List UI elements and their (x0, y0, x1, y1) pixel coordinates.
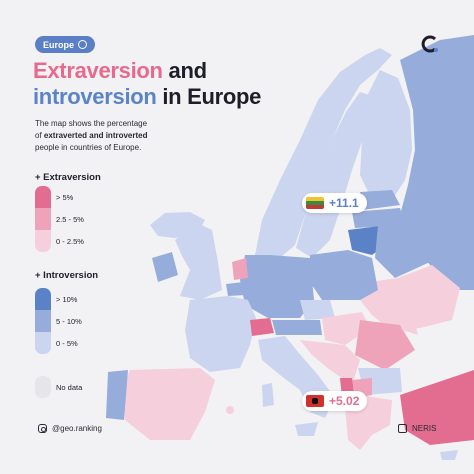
legend-swatch-ext-low (35, 230, 51, 252)
legend-label-no-data: No data (56, 383, 83, 392)
logo-icon (420, 34, 440, 54)
spain (122, 368, 215, 440)
legend-swatch-ext-mid (35, 208, 51, 230)
czechia (300, 300, 335, 320)
globe-icon (78, 40, 88, 49)
legend-swatch-int-low (35, 332, 51, 354)
legend-extraversion (35, 186, 51, 252)
poland (310, 250, 378, 300)
description-line1: The map shows the percentage (35, 119, 148, 128)
austria (272, 320, 322, 335)
footer-handle: @geo.ranking (38, 424, 102, 433)
ireland (152, 252, 178, 282)
turkey (400, 370, 474, 445)
description: The map shows the percentage of extraver… (35, 118, 195, 154)
description-line2b: extraverted and introverted (43, 131, 148, 140)
title-extraversion: Extraversion (33, 58, 163, 83)
cyprus (440, 450, 458, 460)
legend-label-ext-mid: 2.5 - 5% (56, 215, 84, 224)
legend-label-ext-high: > 5% (56, 193, 74, 202)
footer-brand: NERIS (398, 424, 436, 433)
sweden (296, 92, 372, 258)
hungary (322, 312, 370, 345)
sardinia (262, 383, 274, 407)
neris-logo-icon (398, 424, 407, 433)
belarus (375, 225, 430, 278)
russia (400, 35, 474, 290)
region-tag-label: Europe (43, 39, 75, 50)
balkans (300, 340, 360, 385)
legend-no-data (35, 376, 51, 398)
estonia (360, 190, 400, 210)
callout-lithuania: +11.1 (302, 193, 367, 213)
legend-label-int-high: > 10% (56, 295, 78, 304)
legend-swatch-ext-high (35, 186, 51, 208)
legend-swatch-int-mid (35, 310, 51, 332)
legend-label-int-mid: 5 - 10% (56, 317, 82, 326)
denmark (262, 228, 280, 255)
legend-introversion (35, 288, 51, 354)
germany (240, 255, 314, 318)
description-line2a: of (35, 131, 44, 140)
latvia (352, 208, 405, 228)
belgium (226, 282, 246, 296)
instagram-icon (38, 424, 47, 433)
title-introversion: introversion (33, 84, 157, 109)
lithuania-flag-icon (306, 197, 324, 209)
france (185, 296, 256, 372)
sicily (295, 422, 318, 436)
footer-handle-text: @geo.ranking (52, 424, 102, 433)
region-tag: Europe (35, 36, 96, 53)
balearic-islands (226, 406, 234, 414)
legend-label-int-low: 0 - 5% (56, 339, 78, 348)
albania-flag-icon (306, 395, 324, 407)
moldova (398, 310, 418, 335)
switzerland (250, 318, 274, 336)
portugal (106, 370, 128, 420)
title-and: and (162, 58, 208, 83)
united-kingdom (175, 222, 222, 300)
legend-extraversion-title: + Extraversion (35, 172, 101, 183)
page-title: Extraversion and introversion in Europe (33, 58, 261, 110)
callout-albania: +5.02 (302, 391, 368, 411)
legend-introversion-title: + Introversion (35, 270, 99, 281)
legend-swatch-int-high (35, 288, 51, 310)
footer-brand-text: NERIS (412, 424, 437, 433)
title-in-europe: in Europe (156, 84, 262, 109)
finland (360, 70, 412, 200)
norway (255, 48, 392, 262)
callout-lithuania-value: +11.1 (329, 196, 359, 210)
callout-albania-value: +5.02 (329, 394, 360, 408)
romania (355, 320, 415, 370)
legend-label-ext-low: 0 - 2.5% (56, 237, 84, 246)
netherlands (232, 258, 248, 280)
description-line3: people in countries of Europe. (35, 143, 142, 152)
ukraine (360, 265, 460, 330)
legend-swatch-no-data (35, 376, 51, 398)
